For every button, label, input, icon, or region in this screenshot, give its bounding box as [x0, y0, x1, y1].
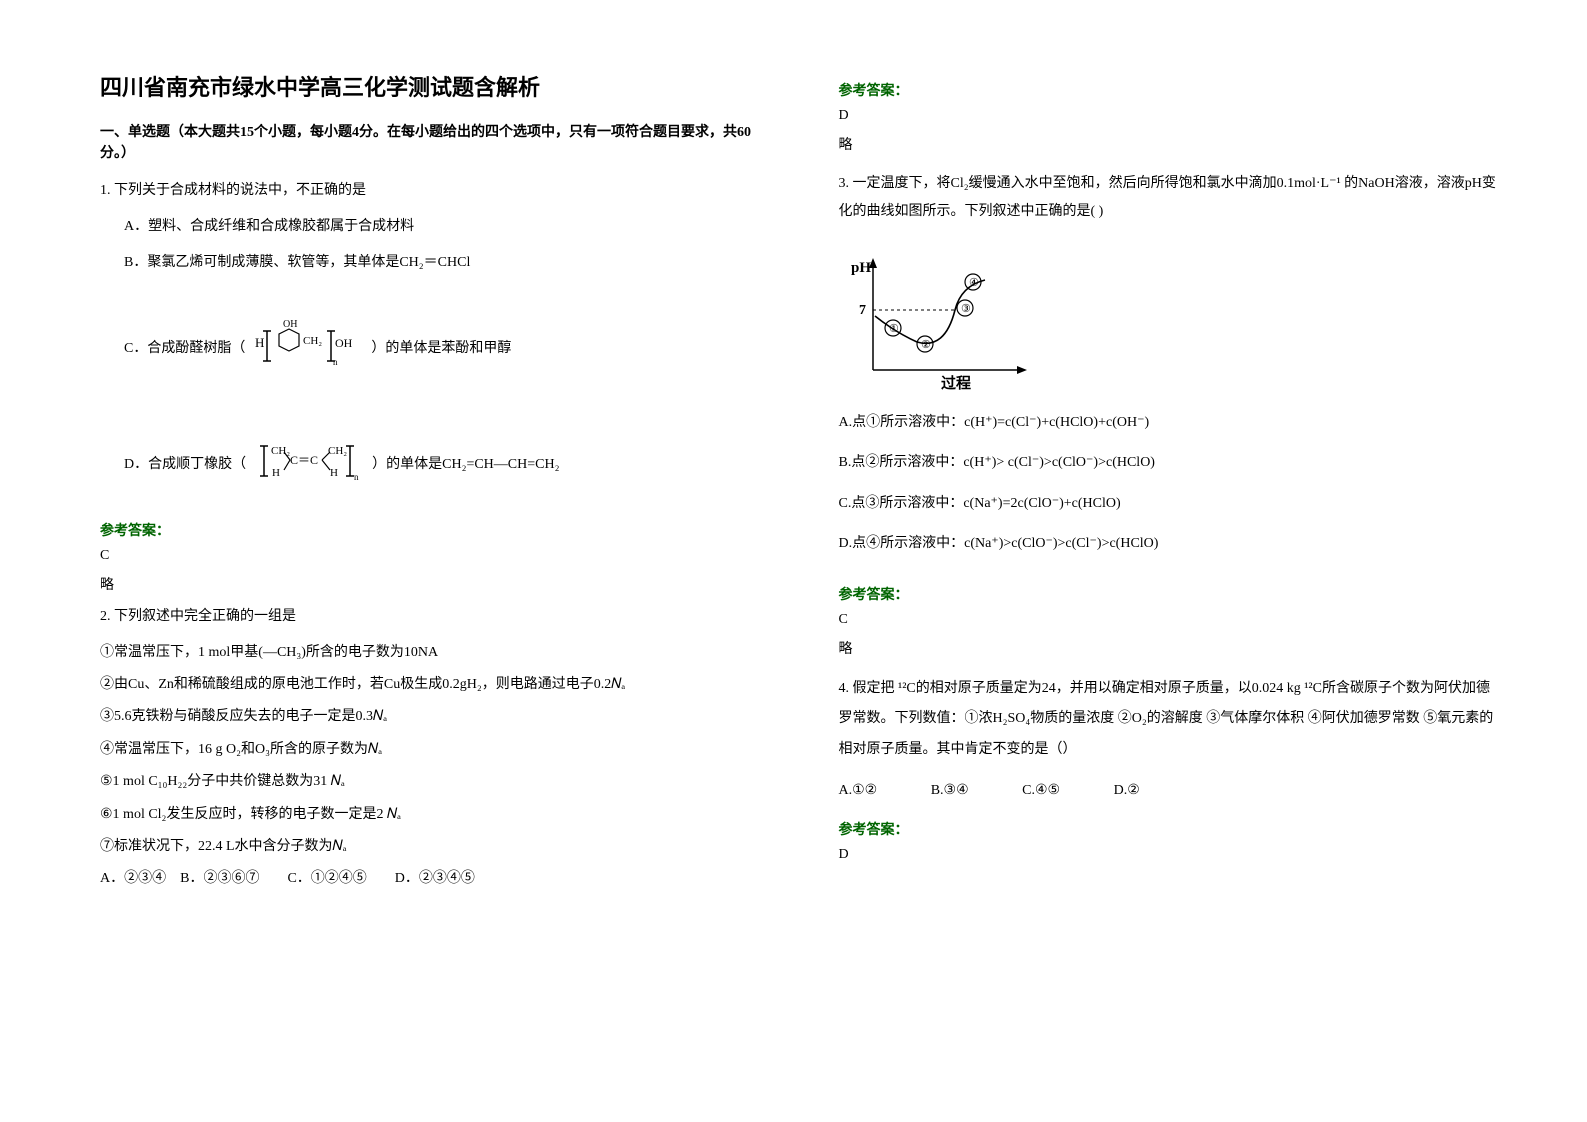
svg-text:CH₂: CH₂ — [271, 445, 290, 457]
q3-option-a: A.点①所示溶液中：c(H⁺)=c(Cl⁻)+c(HClO)+c(OH⁻) — [839, 412, 1498, 434]
q4-option-a: A.①② — [839, 783, 878, 798]
svg-text:OH: OH — [283, 319, 297, 330]
q3-stem: 3. 一定温度下，将Cl₂缓慢通入水中至饱和，然后向所得饱和氯水中滴加0.1mo… — [839, 170, 1498, 226]
q3-ph-curve-graph: pH 7 ① ② ③ ④ 过程 — [845, 252, 1045, 392]
q2-answer-label: 参考答案： — [839, 80, 1498, 100]
q2-answer: D — [839, 108, 1498, 124]
q4-option-b: B.③④ — [931, 783, 969, 798]
q3-option-c: C.点③所示溶液中：c(Na⁺)=2c(ClO⁻)+c(HClO) — [839, 493, 1498, 515]
svg-text:C＝C: C＝C — [290, 453, 318, 467]
phenol-formaldehyde-structure-icon: H OH CH₂ OH n — [253, 317, 363, 382]
q1-option-a: A．塑料、合成纤维和合成橡胶都属于合成材料 — [124, 215, 759, 239]
graph-point-4: ④ — [969, 277, 979, 289]
q1-option-d: D．合成顺丁橡胶（ CH₂ H C＝C CH₂ H n ）的单体是CH₂=CH—… — [124, 436, 759, 495]
q2-stem: 2. 下列叙述中完全正确的一组是 — [100, 604, 759, 629]
q2-options: A．②③④ B．②③⑥⑦ C．①②④⑤ D．②③④⑤ — [100, 868, 759, 890]
svg-text:H: H — [255, 335, 264, 350]
q3-answer: C — [839, 612, 1498, 628]
q4-answer-label: 参考答案： — [839, 819, 1498, 839]
svg-text:CH₂: CH₂ — [328, 445, 347, 457]
q2-s4: ④常温常压下，16 g O₂和O₃所含的原子数为𝑁ₐ — [100, 739, 759, 761]
q1-option-b: B．聚氯乙烯可制成薄膜、软管等，其单体是CH₂＝CHCl — [124, 251, 759, 275]
q3-option-d: D.点④所示溶液中：c(Na⁺)>c(ClO⁻)>c(Cl⁻)>c(HClO) — [839, 533, 1498, 555]
q1-answer: C — [100, 548, 759, 564]
q2-s5: ⑤1 mol C₁₀H₂₂分子中共价键总数为31 𝑁ₐ — [100, 771, 759, 793]
q2-s7: ⑦标准状况下，22.4 L水中含分子数为𝑁ₐ — [100, 836, 759, 858]
svg-text:H: H — [272, 467, 280, 479]
graph-point-1: ① — [889, 323, 899, 335]
q4-option-d: D.② — [1114, 783, 1140, 798]
q4-option-c: C.④⑤ — [1022, 783, 1060, 798]
y-axis-label: pH — [851, 260, 871, 276]
q2-s1: ①常温常压下，1 mol甲基(—CH₃)所含的电子数为10NA — [100, 642, 759, 664]
y-tick-7: 7 — [859, 303, 866, 318]
page-title: 四川省南充市绿水中学高三化学测试题含解析 — [100, 70, 759, 102]
x-axis-label: 过程 — [941, 374, 971, 392]
section-heading: 一、单选题（本大题共15个小题，每小题4分。在每小题给出的四个选项中，只有一项符… — [100, 122, 759, 164]
q1-option-c: C．合成酚醛树脂（ H OH CH₂ OH n ）的单体是苯酚和甲醇 — [124, 317, 759, 382]
graph-point-3: ③ — [961, 303, 971, 315]
q1-optd-post: ）的单体是CH₂=CH—CH=CH₂ — [372, 453, 559, 477]
q2-s6: ⑥1 mol Cl₂发生反应时，转移的电子数一定是2 𝑁ₐ — [100, 804, 759, 826]
q1-optc-pre: C．合成酚醛树脂（ — [124, 337, 245, 361]
q1-answer-label: 参考答案： — [100, 520, 759, 540]
q1-note: 略 — [100, 574, 759, 594]
right-column: 参考答案： D 略 3. 一定温度下，将Cl₂缓慢通入水中至饱和，然后向所得饱和… — [839, 70, 1498, 1092]
svg-text:CH₂: CH₂ — [303, 335, 322, 347]
graph-point-2: ② — [921, 339, 931, 351]
q2-note: 略 — [839, 134, 1498, 154]
q3-option-b: B.点②所示溶液中：c(H⁺)> c(Cl⁻)>c(ClO⁻)>c(HClO) — [839, 452, 1498, 474]
svg-text:H: H — [330, 467, 338, 479]
q4-answer: D — [839, 847, 1498, 863]
q1-stem: 1. 下列关于合成材料的说法中，不正确的是 — [100, 178, 759, 203]
butadiene-rubber-structure-icon: CH₂ H C＝C CH₂ H n — [254, 436, 364, 495]
q4-stem: 4. 假定把 ¹²C的相对原子质量定为24，并用以确定相对原子质量，以0.024… — [839, 674, 1498, 766]
svg-text:n: n — [354, 472, 359, 482]
svg-text:n: n — [333, 357, 338, 367]
q3-note: 略 — [839, 638, 1498, 658]
q1-optd-pre: D．合成顺丁橡胶（ — [124, 453, 246, 477]
svg-text:OH: OH — [335, 336, 353, 350]
q4-options: A.①② B.③④ C.④⑤ D.② — [839, 782, 1498, 799]
left-column: 四川省南充市绿水中学高三化学测试题含解析 一、单选题（本大题共15个小题，每小题… — [100, 70, 759, 1092]
q2-s2: ②由Cu、Zn和稀硫酸组成的原电池工作时，若Cu极生成0.2gH₂，则电路通过电… — [100, 674, 759, 696]
q1-optc-post: ）的单体是苯酚和甲醇 — [371, 337, 511, 361]
q2-s3: ③5.6克铁粉与硝酸反应失去的电子一定是0.3𝑁ₐ — [100, 706, 759, 728]
q3-answer-label: 参考答案： — [839, 584, 1498, 604]
